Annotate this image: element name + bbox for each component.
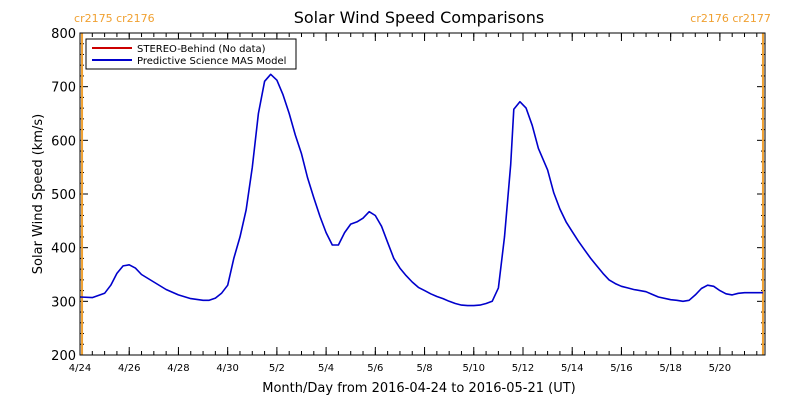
x-tick-label: 5/16 [610, 363, 632, 374]
legend-label: Predictive Science MAS Model [137, 56, 286, 67]
y-tick-label: 200 [51, 349, 76, 364]
x-tick-label: 4/30 [216, 363, 238, 374]
series-line [79, 73, 763, 307]
legend-label: STEREO-Behind (No data) [137, 44, 266, 55]
x-tick-label: 5/8 [417, 363, 433, 374]
x-tick-label: 5/2 [269, 363, 285, 374]
y-tick-label: 400 [51, 242, 76, 257]
y-tick-label: 800 [51, 27, 76, 42]
x-tick-label: 4/26 [118, 363, 140, 374]
x-tick-label: 4/24 [69, 363, 91, 374]
series-group [79, 73, 763, 307]
y-axis-label: Solar Wind Speed (km/s) [31, 114, 46, 274]
y-tick-label: 500 [51, 188, 76, 203]
x-axis-label: Month/Day from 2016-04-24 to 2016-05-21 … [262, 381, 575, 396]
x-tick-label: 4/28 [167, 363, 189, 374]
plot-frame [79, 32, 766, 356]
x-tick-label: 5/4 [318, 363, 334, 374]
x-tick-label: 5/12 [512, 363, 534, 374]
x-axis: 4/24 4/26 4/28 4/30 5/2 5/4 5/6 5/8 5/10 5/12 5/14… [69, 33, 758, 374]
x-tick-label: 5/14 [561, 363, 583, 374]
carrington-rotation-labels: cr2175 cr2176 cr2176 cr2177 [74, 12, 771, 25]
legend-box [85, 38, 297, 70]
x-tick-label: 5/20 [709, 363, 731, 374]
carrington-marker-label: cr2176 cr2177 [690, 12, 771, 25]
x-tick-label: 5/6 [367, 363, 383, 374]
y-tick-label: 600 [51, 134, 76, 149]
y-axis: 200 300 400 500 600 700 800 [51, 27, 765, 364]
chart-title: Solar Wind Speed Comparisons [294, 8, 545, 27]
y-tick-label: 700 [51, 81, 76, 96]
carrington-marker-label: cr2175 cr2176 [74, 12, 155, 25]
y-tick-label: 300 [51, 295, 76, 310]
carrington-rotation-markers [81, 33, 764, 355]
legend: STEREO-Behind (No data)Predictive Scienc… [85, 38, 297, 70]
x-tick-label: 5/18 [659, 363, 681, 374]
x-tick-label: 5/10 [463, 363, 485, 374]
